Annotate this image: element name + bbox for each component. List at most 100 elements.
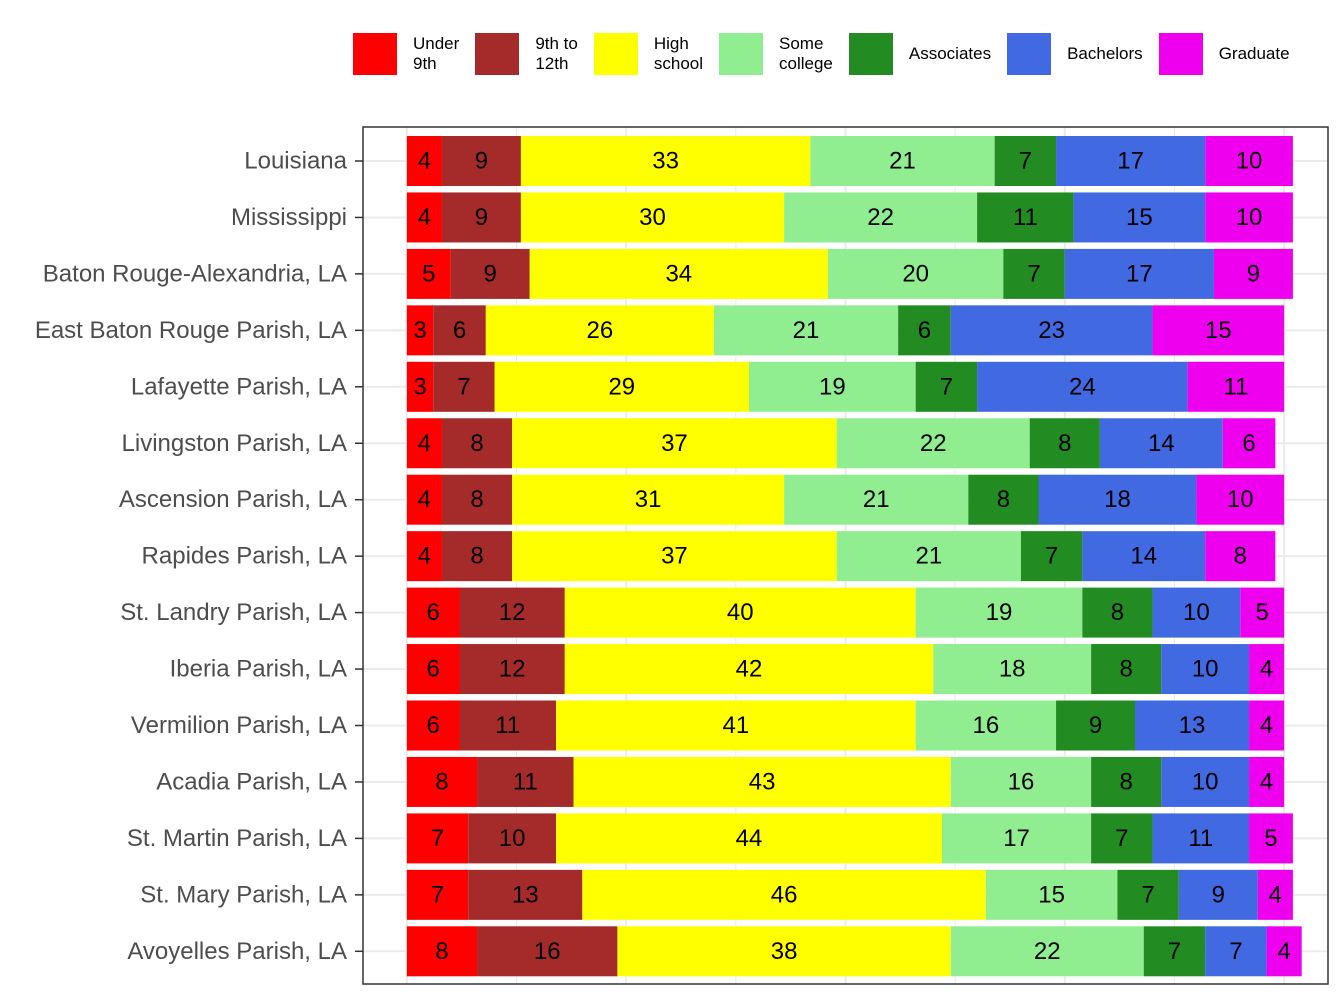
bar-segment — [1222, 418, 1276, 469]
bar-segment — [450, 248, 530, 299]
y-tick-label: Baton Rouge-Alexandria, LA — [43, 260, 347, 287]
bar-segment — [827, 248, 1004, 299]
data-label: 7 — [1045, 543, 1058, 570]
data-label: 7 — [457, 373, 470, 400]
data-label: 4 — [418, 543, 431, 570]
bar-segment — [994, 136, 1057, 186]
bar-segment — [512, 531, 837, 582]
bar-segment — [564, 644, 934, 695]
data-label: 31 — [635, 486, 662, 513]
bar-segment — [406, 248, 451, 299]
data-label: 4 — [1277, 938, 1290, 965]
data-label: 11 — [495, 712, 520, 739]
data-label: 18 — [999, 656, 1026, 683]
bar-segment — [1152, 305, 1285, 356]
bar-segment — [406, 305, 434, 356]
bar-segment — [1099, 418, 1223, 469]
data-label: 10 — [1236, 204, 1263, 231]
legend-item: 9th to 12th — [475, 33, 578, 75]
bar-segment — [529, 248, 828, 299]
y-tick-label: St. Mary Parish, LA — [140, 881, 347, 908]
bar-segment — [784, 192, 978, 243]
data-label: 8 — [1234, 543, 1247, 570]
data-label: 3 — [413, 373, 426, 400]
bar-segment — [1161, 756, 1250, 807]
data-label: 11 — [1223, 373, 1248, 400]
y-tick-label: East Baton Rouge Parish, LA — [35, 317, 347, 344]
data-label: 22 — [920, 430, 947, 457]
data-label: 19 — [986, 599, 1013, 626]
data-label: 10 — [1183, 599, 1210, 626]
bar-segment — [1205, 192, 1293, 243]
data-label: 10 — [1227, 486, 1254, 513]
data-label: 7 — [431, 825, 444, 852]
bar-segment — [1152, 813, 1250, 864]
legend-label: Under 9th — [413, 34, 460, 73]
bar-segment — [1091, 756, 1162, 807]
bar-segment — [1249, 813, 1293, 864]
legend-swatch — [1007, 33, 1052, 75]
bar-segment — [1161, 644, 1250, 695]
bar-segment — [1205, 136, 1293, 186]
legend-label: Graduate — [1218, 44, 1290, 63]
data-label: 17 — [1126, 260, 1153, 287]
data-label: 40 — [727, 599, 754, 626]
data-label: 7 — [1019, 148, 1032, 175]
bar-segment — [1249, 756, 1285, 807]
bar-segment — [1135, 700, 1250, 751]
data-label: 4 — [418, 148, 431, 175]
legend-swatch — [848, 33, 893, 75]
data-label: 4 — [1260, 656, 1273, 683]
data-label: 11 — [1188, 825, 1213, 852]
y-tick-label: St. Landry Parish, LA — [120, 599, 347, 626]
bar-segment — [950, 756, 1092, 807]
data-label: 4 — [1260, 712, 1273, 739]
bar-segment — [977, 361, 1188, 412]
legend-label: Some college — [779, 34, 833, 73]
bar-segment — [406, 418, 442, 469]
bar-segment — [836, 531, 1021, 582]
bar-segment — [1064, 248, 1214, 299]
data-label: 6 — [427, 656, 440, 683]
data-label: 6 — [918, 317, 931, 344]
data-label: 37 — [661, 430, 688, 457]
bar-segment — [468, 869, 583, 920]
data-label: 7 — [1168, 938, 1181, 965]
data-label: 12 — [499, 656, 526, 683]
data-label: 9 — [484, 260, 497, 287]
data-label: 10 — [1192, 768, 1219, 795]
bar-segment — [441, 192, 521, 243]
bar-segment — [915, 587, 1083, 638]
bar-segment — [950, 305, 1153, 356]
bar-segment — [749, 361, 916, 412]
data-label: 11 — [1013, 204, 1038, 231]
data-label: 9 — [475, 204, 488, 231]
data-label: 14 — [1130, 543, 1157, 570]
legend-swatch — [475, 33, 520, 75]
data-label: 13 — [512, 881, 539, 908]
bar-segment — [1003, 248, 1065, 299]
bar-segment — [915, 361, 978, 412]
data-label: 21 — [915, 543, 942, 570]
bar-segment — [1205, 531, 1276, 582]
legend-item: Graduate — [1158, 33, 1290, 75]
data-label: 26 — [587, 317, 614, 344]
data-label: 7 — [1229, 938, 1242, 965]
bar-segment — [406, 869, 469, 920]
data-label: 43 — [749, 768, 776, 795]
bar-segment — [512, 418, 837, 469]
data-label: 14 — [1148, 430, 1175, 457]
bar-segment — [977, 192, 1074, 243]
bar-segment — [406, 136, 442, 186]
data-label: 22 — [867, 204, 894, 231]
data-label: 7 — [431, 881, 444, 908]
data-label: 6 — [1242, 430, 1255, 457]
bar-segment — [573, 756, 951, 807]
y-tick-label: Livingston Parish, LA — [122, 430, 347, 457]
bar-segment — [494, 361, 749, 412]
data-label: 21 — [889, 148, 916, 175]
bar-segment — [898, 305, 951, 356]
data-label: 6 — [453, 317, 466, 344]
bar-segment — [433, 361, 495, 412]
